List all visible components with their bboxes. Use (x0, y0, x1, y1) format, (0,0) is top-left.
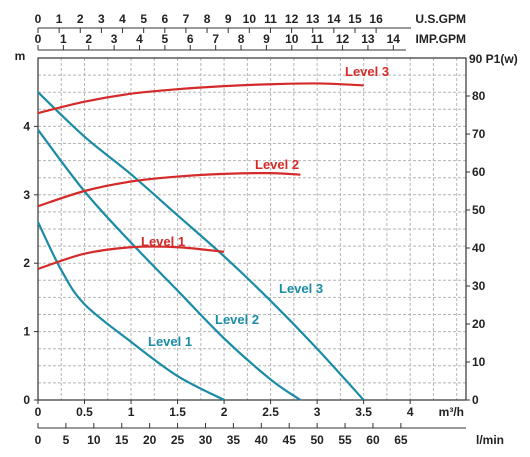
x-usgpm-tick-label: 0 (35, 12, 42, 26)
x-usgpm-tick-label: 9 (225, 12, 232, 26)
power-curve-level-1 (37, 245, 225, 270)
y-right-tick-label: 40 (472, 241, 486, 255)
x-m3h-tick-label: 3.5 (355, 405, 372, 419)
y-right-tick-label: 80 (472, 89, 486, 103)
x-impgpm-tick-label: 2 (85, 32, 92, 46)
x-usgpm-unit-label: U.S.GPM (415, 12, 466, 26)
y-right-tick-label: 10 (472, 355, 486, 369)
x-impgpm-tick-label: 14 (387, 32, 401, 46)
x-impgpm-tick-label: 7 (212, 32, 219, 46)
plot-frame (37, 57, 467, 401)
x-m3h-unit-label: m³/h (439, 405, 464, 419)
x-impgpm-tick-label: 13 (361, 32, 375, 46)
x-impgpm-tick-label: 4 (136, 32, 143, 46)
x-usgpm-tick-label: 11 (264, 12, 277, 26)
x-lmin-tick-label: 5 (63, 433, 70, 447)
y-left-tick-label: 2 (23, 256, 30, 270)
x-lmin-tick-label: 0 (35, 433, 42, 447)
x-usgpm-tick-label: 14 (327, 12, 341, 26)
curve-labels: Level 1 Level 2 Level 3 Level 1 Level 2 Level… (141, 64, 389, 349)
x-lmin-tick-label: 25 (171, 433, 185, 447)
y-right-tick-label: 20 (472, 317, 486, 331)
x-impgpm-tick-label: 8 (238, 32, 245, 46)
y-right-tick-label: 50 (472, 203, 486, 217)
x-m3h-tick-label: 0.5 (76, 405, 93, 419)
x-usgpm-tick-label: 7 (183, 12, 190, 26)
x-impgpm-tick-label: 0 (35, 32, 42, 46)
x-impgpm-tick-label: 1 (60, 32, 67, 46)
x-usgpm-tick-label: 1 (56, 12, 63, 26)
x-usgpm-tick-label: 15 (348, 12, 362, 26)
x-usgpm-tick-label: 10 (243, 12, 257, 26)
x-m3h-tick-label: 1.5 (169, 405, 186, 419)
x-impgpm-tick-label: 3 (111, 32, 118, 46)
x-m3h-tick-label: 1 (128, 405, 135, 419)
x-impgpm-tick-label: 11 (311, 32, 324, 46)
head-curve-label-level-1: Level 1 (148, 334, 192, 349)
y-right-tick-label: 70 (472, 127, 486, 141)
x-impgpm-tick-label: 10 (285, 32, 299, 46)
x-impgpm-unit-label: IMP.GPM (416, 32, 466, 46)
power-curve-level-3 (37, 82, 364, 115)
x-lmin-tick-label: 35 (227, 433, 241, 447)
x-m3h-tick-label: 2.5 (262, 405, 279, 419)
head-curve-label-level-3: Level 3 (279, 281, 323, 296)
x-usgpm-tick-label: 3 (98, 12, 105, 26)
y-left-unit-label: m (15, 49, 26, 63)
x-m3h-tick-label: 0 (35, 405, 42, 419)
x-usgpm-tick-label: 4 (119, 12, 126, 26)
y-right-tick-label: 30 (472, 279, 486, 293)
x-m3h-tick-label: 4 (407, 405, 414, 419)
y-right-unit-label: 90 P1(w) (469, 52, 518, 66)
grid (38, 58, 466, 400)
x-m3h-tick-label: 3 (314, 405, 321, 419)
y-left-tick-label: 1 (23, 325, 30, 339)
x-impgpm-tick-label: 9 (263, 32, 270, 46)
power-curve-label-level-2: Level 2 (255, 157, 299, 172)
y-right-tick-label: 60 (472, 165, 486, 179)
x-usgpm-tick-label: 16 (369, 12, 383, 26)
x-usgpm-tick-label: 8 (204, 12, 211, 26)
x-m3h-tick-label: 2 (221, 405, 228, 419)
head-curve-level-3 (37, 91, 365, 401)
x-lmin-unit-label: l/min (476, 433, 504, 447)
x-lmin-tick-label: 15 (115, 433, 129, 447)
y-left-tick-label: 4 (23, 119, 30, 133)
x-usgpm-tick-label: 2 (77, 12, 84, 26)
x-usgpm-tick-label: 12 (285, 12, 299, 26)
power-curve-label-level-1: Level 1 (141, 234, 185, 249)
x-usgpm-tick-label: 5 (140, 12, 147, 26)
plot-border (37, 57, 467, 401)
power-curve-level-2 (37, 172, 301, 208)
x-lmin-tick-label: 45 (283, 433, 297, 447)
x-impgpm-tick-label: 12 (336, 32, 350, 46)
x-lmin-tick-label: 40 (255, 433, 269, 447)
head-curve-level-1 (37, 221, 225, 401)
x-lmin-tick-label: 60 (366, 433, 380, 447)
y-left-tick-label: 0 (23, 393, 30, 407)
x-lmin-tick-label: 20 (143, 433, 157, 447)
x-lmin-tick-label: 30 (199, 433, 213, 447)
x-impgpm-tick-label: 6 (187, 32, 194, 46)
x-lmin-tick-label: 65 (394, 433, 408, 447)
x-usgpm-tick-label: 13 (306, 12, 320, 26)
y-right-tick-label: 0 (472, 393, 479, 407)
x-impgpm-tick-label: 5 (162, 32, 169, 46)
x-lmin-tick-label: 10 (87, 433, 101, 447)
head-curve-label-level-2: Level 2 (215, 312, 259, 327)
x-lmin-tick-label: 50 (310, 433, 324, 447)
curves (37, 82, 365, 401)
x-usgpm-tick-label: 6 (161, 12, 168, 26)
power-curve-label-level-3: Level 3 (345, 64, 389, 79)
y-left-tick-label: 3 (23, 188, 30, 202)
x-lmin-tick-label: 55 (338, 433, 352, 447)
